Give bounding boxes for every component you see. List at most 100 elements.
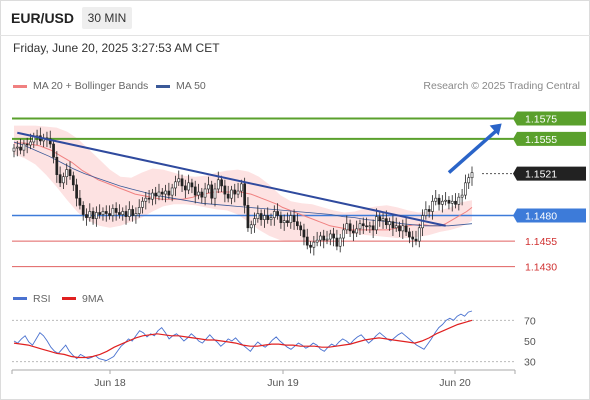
candle bbox=[411, 236, 415, 240]
candle bbox=[81, 205, 85, 215]
x-tick-label: Jun 20 bbox=[439, 377, 471, 389]
candle bbox=[365, 225, 368, 228]
candle bbox=[246, 205, 250, 229]
timeframe-badge[interactable]: 30 MIN bbox=[82, 7, 132, 29]
candle bbox=[338, 237, 342, 247]
price-label: 1.1480 bbox=[525, 211, 557, 223]
candle bbox=[108, 213, 111, 216]
candle bbox=[253, 218, 256, 226]
candle bbox=[348, 223, 352, 232]
candle bbox=[114, 208, 118, 213]
price-label: 1.1555 bbox=[525, 134, 557, 146]
price-label: 1.1575 bbox=[525, 113, 557, 125]
candle bbox=[427, 209, 431, 212]
candle bbox=[470, 172, 474, 179]
candle bbox=[404, 225, 408, 233]
candle bbox=[230, 189, 233, 199]
candle bbox=[454, 200, 457, 205]
candle bbox=[342, 229, 345, 239]
candle bbox=[220, 179, 223, 187]
candle bbox=[88, 211, 92, 218]
candle bbox=[368, 225, 372, 228]
candle bbox=[170, 187, 174, 196]
candle bbox=[259, 213, 263, 220]
candle bbox=[65, 169, 69, 178]
candle bbox=[434, 197, 438, 202]
candle bbox=[417, 227, 421, 242]
candle bbox=[292, 215, 296, 222]
rsi-9ma-line bbox=[13, 319, 473, 359]
candle bbox=[15, 146, 19, 149]
legend-ma20-swatch bbox=[13, 84, 27, 88]
candle bbox=[55, 156, 59, 175]
candle bbox=[226, 193, 230, 199]
candle bbox=[243, 183, 247, 206]
candle bbox=[335, 237, 339, 247]
candle bbox=[101, 211, 105, 215]
candle bbox=[71, 175, 75, 186]
candle bbox=[309, 244, 312, 248]
candle bbox=[91, 211, 95, 219]
candle bbox=[157, 191, 161, 197]
candle bbox=[388, 221, 391, 226]
candle bbox=[375, 216, 378, 231]
candle bbox=[236, 190, 240, 195]
candle bbox=[118, 212, 121, 215]
candle bbox=[95, 212, 98, 219]
rsi-tick-label: 50 bbox=[524, 336, 536, 348]
price-label: 1.1430 bbox=[525, 262, 557, 274]
candle bbox=[249, 224, 253, 229]
trendline bbox=[17, 131, 446, 227]
candle bbox=[266, 215, 270, 220]
candle bbox=[12, 147, 16, 152]
candle bbox=[210, 184, 214, 199]
candle bbox=[111, 208, 115, 216]
forecast-arrow-shaft bbox=[447, 128, 499, 174]
candle bbox=[398, 225, 401, 232]
candle bbox=[315, 239, 319, 243]
candle bbox=[239, 183, 243, 192]
chart-header: EUR/USD 30 MIN bbox=[0, 0, 590, 36]
candle bbox=[151, 192, 154, 200]
candle bbox=[193, 186, 197, 196]
candle bbox=[183, 185, 187, 191]
x-tick-label: Jun 18 bbox=[94, 377, 126, 389]
candle bbox=[299, 225, 303, 231]
candle bbox=[29, 141, 32, 146]
rsi-tick-label: 30 bbox=[524, 357, 536, 369]
candle bbox=[200, 191, 204, 198]
candle bbox=[85, 214, 88, 218]
legend-9ma-label: 9MA bbox=[82, 293, 104, 305]
candle bbox=[263, 215, 266, 220]
candle bbox=[22, 143, 26, 151]
datetime-label: Friday, June 20, 2025 3:27:53 AM CET bbox=[13, 41, 220, 55]
candle bbox=[322, 235, 326, 241]
symbol-title: EUR/USD bbox=[11, 10, 75, 26]
ma50-line bbox=[13, 141, 473, 227]
candle bbox=[414, 238, 418, 242]
candle bbox=[207, 184, 210, 190]
candle bbox=[319, 235, 322, 241]
candle bbox=[286, 220, 289, 224]
candle bbox=[131, 209, 134, 216]
candle bbox=[424, 209, 428, 216]
candle bbox=[325, 238, 329, 241]
candle bbox=[127, 209, 131, 217]
forecast-arrow-head bbox=[489, 123, 502, 136]
candle bbox=[104, 211, 108, 214]
candle bbox=[401, 225, 405, 232]
rsi-tick-label: 70 bbox=[524, 315, 536, 327]
legend-ma20: MA 20 + Bollinger Bands bbox=[13, 80, 148, 92]
legend-rsi-label: RSI bbox=[33, 293, 51, 305]
candle bbox=[223, 185, 227, 195]
candle bbox=[25, 143, 29, 146]
candle bbox=[457, 196, 461, 205]
candle bbox=[134, 213, 138, 216]
candle bbox=[378, 216, 382, 221]
legend-ma20-label: MA 20 + Bollinger Bands bbox=[33, 80, 149, 92]
candle bbox=[144, 197, 148, 202]
price-label: 1.1455 bbox=[525, 236, 557, 248]
legend-9ma-swatch bbox=[62, 297, 76, 300]
candle bbox=[394, 225, 398, 229]
